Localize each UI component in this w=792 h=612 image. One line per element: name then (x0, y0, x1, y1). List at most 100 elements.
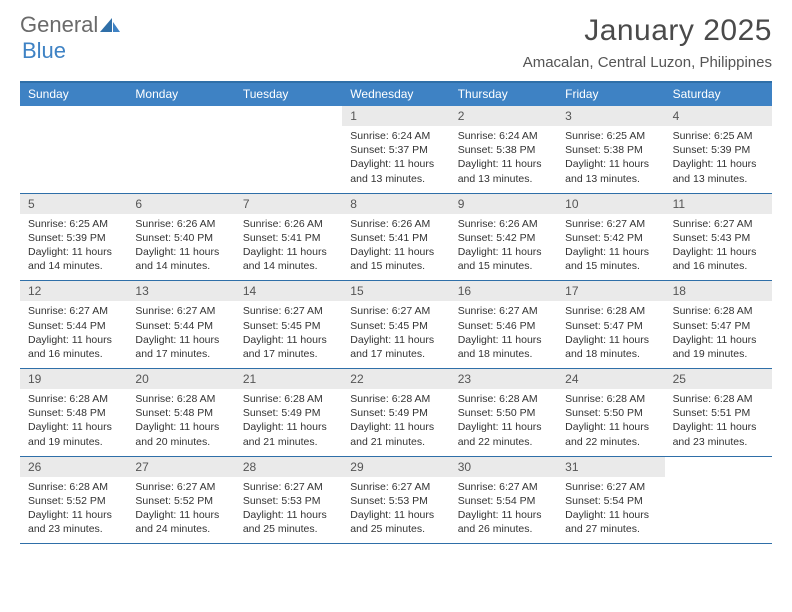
sunrise-text: Sunrise: 6:28 AM (458, 392, 549, 406)
day-cell: 8Sunrise: 6:26 AMSunset: 5:41 PMDaylight… (342, 194, 449, 281)
day-body: Sunrise: 6:28 AMSunset: 5:47 PMDaylight:… (557, 304, 664, 361)
day-number: 22 (342, 369, 449, 389)
day-body: Sunrise: 6:26 AMSunset: 5:40 PMDaylight:… (127, 217, 234, 274)
day-number: 10 (557, 194, 664, 214)
dayhead-tuesday: Tuesday (235, 83, 342, 106)
sunset-text: Sunset: 5:50 PM (458, 406, 549, 420)
daylight-text: Daylight: 11 hours and 15 minutes. (565, 245, 656, 273)
day-cell: 29 Sunrise: 6:27 AMSunset: 5:53 PMDayligh… (342, 457, 449, 544)
sunrise-text: Sunrise: 6:26 AM (135, 217, 226, 231)
day-number (235, 106, 342, 112)
sunset-text: Sunset: 5:51 PM (673, 406, 764, 420)
daylight-text: Daylight: 11 hours and 16 minutes. (673, 245, 764, 273)
sunrise-text: Sunrise: 6:27 AM (243, 304, 334, 318)
sunset-text: Sunset: 5:45 PM (350, 319, 441, 333)
day-body: Sunrise: 6:27 AMSunset: 5:42 PMDaylight:… (557, 217, 664, 274)
sunrise-text: Sunrise: 6:25 AM (565, 129, 656, 143)
daylight-text: Daylight: 11 hours and 15 minutes. (458, 245, 549, 273)
day-cell: 2 Sunrise: 6:24 AMSunset: 5:38 PMDaylight… (450, 106, 557, 193)
sunset-text: Sunset: 5:40 PM (135, 231, 226, 245)
day-body: Sunrise: 6:28 AMSunset: 5:50 PMDaylight:… (450, 392, 557, 449)
day-cell: 25Sunrise: 6:28 AMSunset: 5:51 PMDayligh… (665, 369, 772, 456)
sunrise-text: Sunrise: 6:27 AM (458, 480, 549, 494)
day-cell: 15Sunrise: 6:27 AMSunset: 5:45 PMDayligh… (342, 281, 449, 368)
day-cell (20, 106, 127, 193)
logo: General (20, 14, 120, 36)
sunrise-text: Sunrise: 6:27 AM (135, 480, 226, 494)
sunset-text: Sunset: 5:43 PM (673, 231, 764, 245)
day-number: 7 (235, 194, 342, 214)
daylight-text: Daylight: 11 hours and 17 minutes. (243, 333, 334, 361)
sunrise-text: Sunrise: 6:24 AM (458, 129, 549, 143)
dayhead-monday: Monday (127, 83, 234, 106)
day-number: 11 (665, 194, 772, 214)
sunrise-text: Sunrise: 6:27 AM (350, 304, 441, 318)
sunrise-text: Sunrise: 6:24 AM (350, 129, 441, 143)
day-number: 1 (342, 106, 449, 126)
sunset-text: Sunset: 5:48 PM (28, 406, 119, 420)
day-number: 2 (450, 106, 557, 126)
day-body: Sunrise: 6:24 AMSunset: 5:38 PMDaylight:… (450, 129, 557, 186)
sunset-text: Sunset: 5:49 PM (350, 406, 441, 420)
day-cell: 26Sunrise: 6:28 AMSunset: 5:52 PMDayligh… (20, 457, 127, 544)
day-cell: 18Sunrise: 6:28 AMSunset: 5:47 PMDayligh… (665, 281, 772, 368)
title-block: January 2025 Amacalan, Central Luzon, Ph… (523, 14, 772, 71)
day-cell: 19Sunrise: 6:28 AMSunset: 5:48 PMDayligh… (20, 369, 127, 456)
sunset-text: Sunset: 5:52 PM (135, 494, 226, 508)
location-text: Amacalan, Central Luzon, Philippines (523, 54, 772, 71)
day-body: Sunrise: 6:27 AMSunset: 5:53 PMDaylight:… (235, 480, 342, 537)
day-body: Sunrise: 6:28 AMSunset: 5:49 PMDaylight:… (342, 392, 449, 449)
day-cell: 12Sunrise: 6:27 AMSunset: 5:44 PMDayligh… (20, 281, 127, 368)
sunrise-text: Sunrise: 6:27 AM (565, 217, 656, 231)
sunset-text: Sunset: 5:42 PM (458, 231, 549, 245)
day-number: 19 (20, 369, 127, 389)
day-number: 25 (665, 369, 772, 389)
day-number: 27 (127, 457, 234, 477)
week-row: 12Sunrise: 6:27 AMSunset: 5:44 PMDayligh… (20, 281, 772, 369)
daylight-text: Daylight: 11 hours and 19 minutes. (28, 420, 119, 448)
day-number: 14 (235, 281, 342, 301)
day-cell: 22 Sunrise: 6:28 AMSunset: 5:49 PMDayligh… (342, 369, 449, 456)
day-cell: 6Sunrise: 6:26 AMSunset: 5:40 PMDaylight… (127, 194, 234, 281)
sunset-text: Sunset: 5:39 PM (673, 143, 764, 157)
sunrise-text: Sunrise: 6:27 AM (350, 480, 441, 494)
day-number: 13 (127, 281, 234, 301)
day-cell: 30Sunrise: 6:27 AMSunset: 5:54 PMDayligh… (450, 457, 557, 544)
daylight-text: Daylight: 11 hours and 22 minutes. (458, 420, 549, 448)
logo-text-general: General (20, 14, 98, 36)
day-cell: 7Sunrise: 6:26 AMSunset: 5:41 PMDaylight… (235, 194, 342, 281)
day-cell (127, 106, 234, 193)
day-cell: 1Sunrise: 6:24 AMSunset: 5:37 PMDaylight… (342, 106, 449, 193)
day-body: Sunrise: 6:28 AMSunset: 5:47 PMDaylight:… (665, 304, 772, 361)
day-body: Sunrise: 6:27 AMSunset: 5:54 PMDaylight:… (450, 480, 557, 537)
sunset-text: Sunset: 5:53 PM (350, 494, 441, 508)
sunset-text: Sunset: 5:45 PM (243, 319, 334, 333)
day-body: Sunrise: 6:28 AMSunset: 5:52 PMDaylight:… (20, 480, 127, 537)
daylight-text: Daylight: 11 hours and 15 minutes. (350, 245, 441, 273)
sunrise-text: Sunrise: 6:27 AM (243, 480, 334, 494)
daylight-text: Daylight: 11 hours and 21 minutes. (350, 420, 441, 448)
day-body: Sunrise: 6:27 AMSunset: 5:53 PMDaylight:… (342, 480, 449, 537)
sunrise-text: Sunrise: 6:28 AM (135, 392, 226, 406)
day-cell: 14 Sunrise: 6:27 AMSunset: 5:45 PMDayligh… (235, 281, 342, 368)
sunrise-text: Sunrise: 6:28 AM (673, 392, 764, 406)
day-number: 9 (450, 194, 557, 214)
day-body: Sunrise: 6:25 AMSunset: 5:39 PMDaylight:… (20, 217, 127, 274)
daylight-text: Daylight: 11 hours and 26 minutes. (458, 508, 549, 536)
day-number: 29 (342, 457, 449, 477)
day-number: 17 (557, 281, 664, 301)
sunset-text: Sunset: 5:53 PM (243, 494, 334, 508)
day-cell: 3Sunrise: 6:25 AMSunset: 5:38 PMDaylight… (557, 106, 664, 193)
daylight-text: Daylight: 11 hours and 17 minutes. (135, 333, 226, 361)
day-cell: 5Sunrise: 6:25 AMSunset: 5:39 PMDaylight… (20, 194, 127, 281)
sunrise-text: Sunrise: 6:28 AM (673, 304, 764, 318)
daylight-text: Daylight: 11 hours and 13 minutes. (565, 157, 656, 185)
daylight-text: Daylight: 11 hours and 19 minutes. (673, 333, 764, 361)
sunset-text: Sunset: 5:54 PM (565, 494, 656, 508)
day-body: Sunrise: 6:27 AMSunset: 5:52 PMDaylight:… (127, 480, 234, 537)
day-number: 15 (342, 281, 449, 301)
dayhead-sunday: Sunday (20, 83, 127, 106)
day-body: Sunrise: 6:26 AMSunset: 5:41 PMDaylight:… (342, 217, 449, 274)
calendar: Sunday Monday Tuesday Wednesday Thursday… (20, 81, 772, 544)
sunrise-text: Sunrise: 6:27 AM (673, 217, 764, 231)
